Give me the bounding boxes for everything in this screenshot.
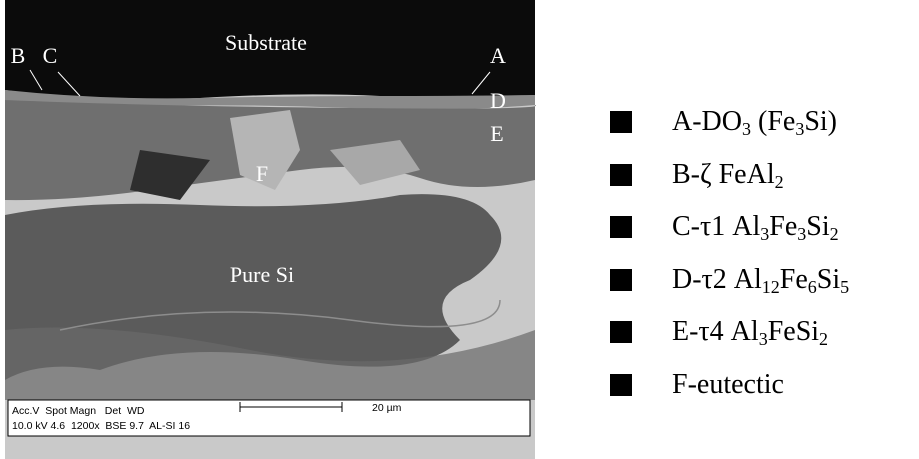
legend-marker [610, 216, 632, 238]
databar-settings: 10.0 kV 4.6 1200x BSE 9.7 AL-SI 16 [12, 420, 190, 432]
figure: Acc.V Spot Magn Det WD 10.0 kV 4.6 1200x… [0, 0, 919, 459]
legend-marker [610, 111, 632, 133]
legend-item: D-τ2 Al12Fe6Si5 [610, 254, 849, 307]
legend-item: B-ζ FeAl2 [610, 149, 849, 202]
legend-label: E-τ4 Al3FeSi2 [672, 316, 828, 348]
label: B [11, 43, 26, 68]
legend-item: F-eutectic [610, 359, 849, 412]
label: Substrate [225, 30, 307, 55]
legend-marker [610, 374, 632, 396]
legend: A-DO3 (Fe3Si) B-ζ FeAl2 C-τ1 Al3Fe3Si2 D-τ2… [610, 96, 849, 411]
legend-marker [610, 269, 632, 291]
legend-item: E-τ4 Al3FeSi2 [610, 306, 849, 359]
legend-label: A-DO3 (Fe3Si) [672, 106, 837, 138]
legend-marker [610, 164, 632, 186]
label: A [490, 43, 506, 68]
label: F [256, 161, 268, 186]
legend-label: F-eutectic [672, 369, 784, 401]
label: Pure Si [230, 262, 294, 287]
label: C [43, 43, 58, 68]
micrograph: Acc.V Spot Magn Det WD 10.0 kV 4.6 1200x… [0, 0, 540, 459]
scale-label: 20 µm [372, 402, 402, 414]
legend-label: B-ζ FeAl2 [672, 159, 784, 191]
legend-item: A-DO3 (Fe3Si) [610, 96, 849, 149]
label: D [490, 88, 506, 113]
legend-label: C-τ1 Al3Fe3Si2 [672, 211, 839, 243]
databar-header: Acc.V Spot Magn Det WD [12, 405, 145, 417]
label: E [490, 121, 503, 146]
legend-marker [610, 321, 632, 343]
legend-item: C-τ1 Al3Fe3Si2 [610, 201, 849, 254]
legend-label: D-τ2 Al12Fe6Si5 [672, 264, 849, 296]
